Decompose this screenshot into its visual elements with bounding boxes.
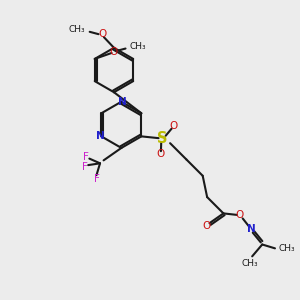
Text: CH₃: CH₃ xyxy=(130,42,147,51)
Text: S: S xyxy=(158,131,168,146)
Text: N: N xyxy=(118,97,126,107)
Text: CH₃: CH₃ xyxy=(278,244,295,253)
Text: F: F xyxy=(83,152,89,162)
Text: O: O xyxy=(156,149,164,159)
Text: CH₃: CH₃ xyxy=(69,25,85,34)
Text: CH₃: CH₃ xyxy=(242,259,258,268)
Text: O: O xyxy=(236,210,244,220)
Text: O: O xyxy=(202,221,210,231)
Text: O: O xyxy=(109,46,117,56)
Text: N: N xyxy=(247,224,255,234)
Text: F: F xyxy=(94,174,99,184)
Text: O: O xyxy=(170,121,178,131)
Text: F: F xyxy=(82,162,88,172)
Text: O: O xyxy=(98,29,106,39)
Text: N: N xyxy=(96,131,105,141)
